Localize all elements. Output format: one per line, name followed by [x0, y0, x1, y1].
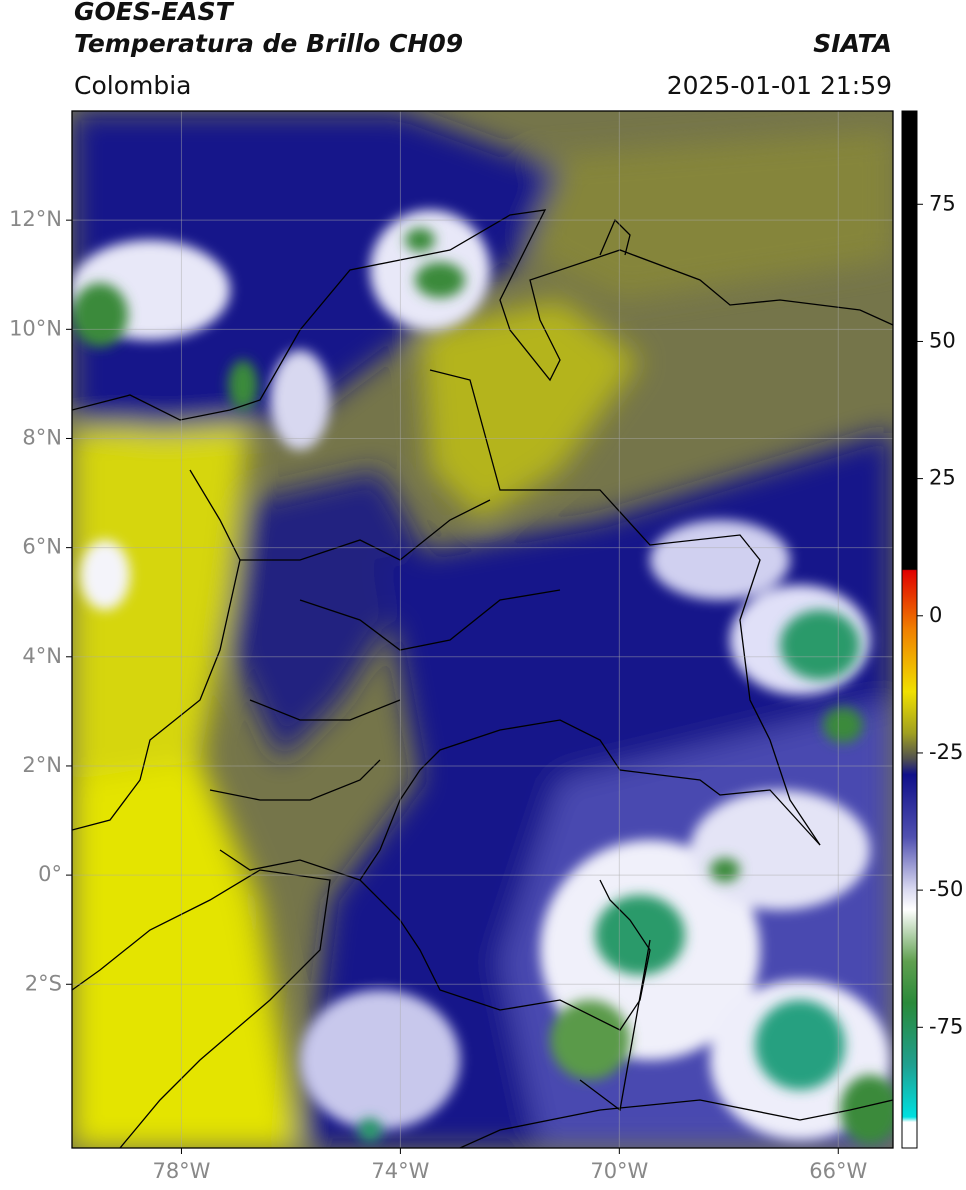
y-tick-label: 0° — [38, 862, 62, 886]
datetime: 2025-01-01 21:59 — [667, 71, 892, 100]
grid — [72, 111, 893, 1148]
colorbar-tick-label: -75 — [929, 1014, 963, 1038]
colorbar-tick-label: -50 — [929, 877, 963, 901]
colorbar-tick-label: 25 — [929, 466, 956, 490]
map-frame — [71, 110, 894, 1149]
agency: SIATA — [813, 29, 892, 58]
y-tick-label: 8°N — [22, 425, 62, 449]
colorbar-tick-label: 75 — [929, 191, 956, 215]
x-tick-label: 78°W — [152, 1159, 210, 1183]
y-tick-label: 10°N — [9, 316, 62, 340]
colorbar-tick-label: 0 — [929, 603, 942, 627]
colorbar — [901, 110, 918, 1149]
x-tick-label: 66°W — [809, 1159, 867, 1183]
y-tick-label: 12°N — [9, 207, 62, 231]
y-tick-label: 2°S — [25, 971, 62, 995]
colorbar-tick-label: 50 — [929, 328, 956, 352]
title: Temperatura de Brillo CH09 — [74, 29, 463, 58]
source: GOES-EAST — [74, 0, 235, 26]
region: Colombia — [74, 71, 191, 100]
x-tick-label: 74°W — [371, 1159, 429, 1183]
colorbar-tick-label: -25 — [929, 740, 963, 764]
y-tick-label: 6°N — [22, 535, 62, 559]
y-tick-label: 4°N — [22, 644, 62, 668]
y-tick-label: 2°N — [22, 753, 62, 777]
satellite-image — [72, 111, 893, 1148]
x-tick-label: 70°W — [590, 1159, 648, 1183]
